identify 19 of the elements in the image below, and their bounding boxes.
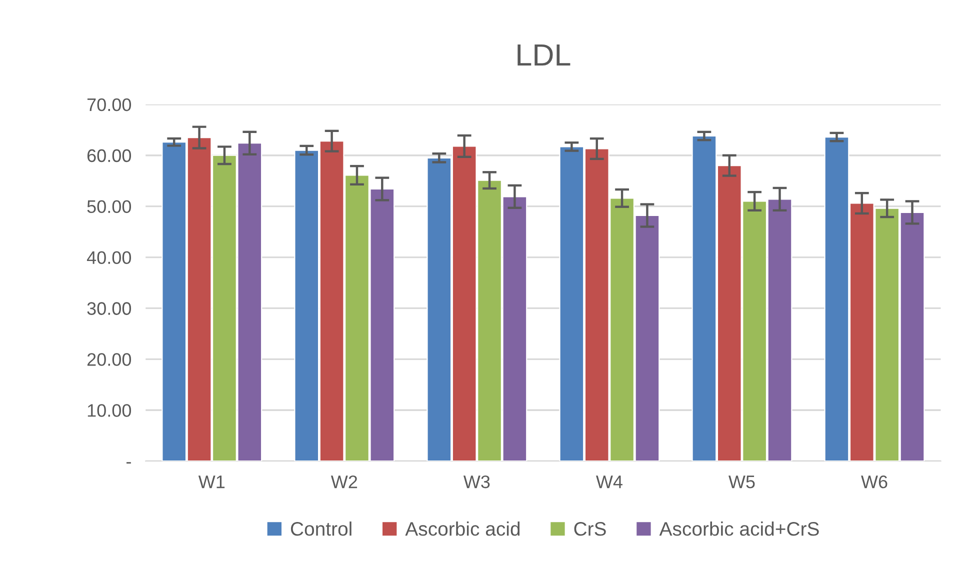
y-tick-label: 30.00 — [87, 302, 132, 315]
x-tick-label: W3 — [463, 475, 490, 488]
y-tick-label: - — [126, 462, 131, 464]
x-tick-label: W6 — [861, 475, 888, 488]
x-tick-label: W2 — [330, 475, 358, 488]
legend-label: Ascorbic acid+CrS — [659, 522, 819, 536]
x-tick-label: W1 — [198, 476, 225, 488]
x-tick-label: W4 — [596, 476, 622, 488]
y-tick-label: 40.00 — [86, 251, 132, 264]
y-tick-label: 70.00 — [87, 98, 132, 112]
x-tick-label: W5 — [728, 476, 755, 488]
y-tick-label: 60.00 — [87, 149, 132, 162]
y-tick-label: 20.00 — [87, 353, 132, 366]
legend-label: CrS — [574, 522, 606, 536]
legend-label: Ascorbic acid — [405, 522, 520, 536]
y-tick-label: 10.00 — [88, 404, 132, 417]
chart-title: LDL — [518, 44, 570, 66]
legend-label: Control — [290, 522, 352, 536]
y-tick-label: 50.00 — [87, 200, 132, 214]
